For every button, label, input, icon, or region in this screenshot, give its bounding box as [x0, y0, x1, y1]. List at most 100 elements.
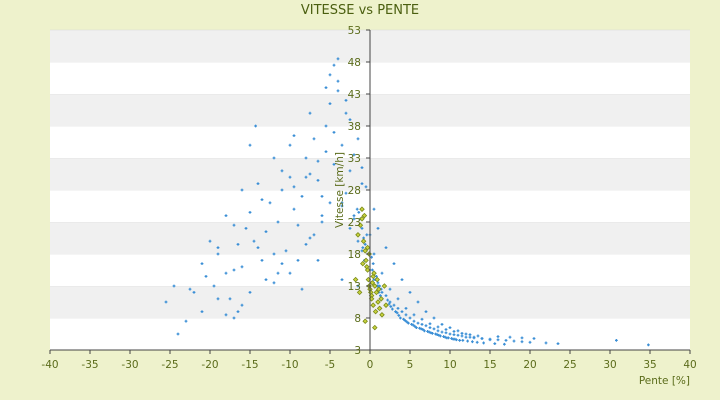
data-point	[444, 328, 448, 331]
data-point	[236, 310, 240, 313]
data-point	[450, 337, 453, 340]
x-tick-label: 20	[523, 359, 536, 371]
data-point	[392, 262, 396, 265]
x-tick-label: -40	[41, 359, 58, 371]
data-point	[416, 300, 420, 304]
data-point	[396, 297, 400, 301]
data-point	[328, 73, 332, 77]
data-point	[248, 143, 252, 147]
data-point	[496, 335, 500, 338]
data-point	[357, 222, 364, 228]
data-point	[532, 337, 536, 340]
data-point	[452, 333, 456, 337]
data-point	[260, 198, 264, 201]
data-point	[264, 230, 268, 233]
y-tick-label: 48	[348, 57, 361, 69]
data-point	[344, 99, 348, 102]
data-point	[340, 278, 344, 281]
data-point	[437, 333, 441, 337]
data-point	[280, 188, 284, 192]
data-point	[471, 340, 474, 344]
data-point	[372, 308, 379, 315]
data-point	[378, 296, 384, 302]
data-point	[272, 252, 276, 256]
data-point	[260, 259, 264, 262]
data-point	[520, 340, 524, 344]
data-point	[431, 331, 434, 335]
x-axis-label: Pente [%]	[639, 375, 690, 387]
data-point	[363, 257, 369, 264]
x-tick-label: 5	[407, 359, 414, 371]
data-point	[435, 333, 439, 337]
data-point	[387, 302, 391, 306]
data-point	[372, 283, 378, 289]
data-point	[384, 294, 388, 297]
data-point	[416, 321, 420, 325]
y-tick-label: 38	[348, 121, 361, 133]
data-point	[460, 334, 464, 338]
data-point	[376, 227, 380, 230]
data-point	[472, 335, 476, 339]
data-point	[360, 227, 364, 230]
data-point	[427, 330, 431, 334]
data-point	[488, 338, 492, 342]
data-point	[556, 342, 560, 345]
data-point	[378, 284, 381, 288]
data-point	[442, 335, 445, 338]
data-point	[482, 341, 485, 345]
data-point	[493, 342, 497, 345]
data-point	[362, 318, 368, 324]
data-point	[348, 118, 352, 121]
x-tick-label: -5	[325, 359, 335, 371]
data-point	[371, 270, 377, 276]
data-point	[434, 332, 437, 336]
data-point	[464, 335, 468, 339]
x-tick-label: 40	[683, 359, 696, 371]
data-point	[256, 246, 260, 249]
data-point	[432, 327, 436, 331]
data-point	[374, 276, 380, 283]
data-point	[512, 339, 516, 343]
data-point	[383, 302, 389, 308]
data-point	[402, 317, 405, 321]
data-point	[391, 307, 394, 311]
data-point	[276, 271, 280, 275]
data-point	[352, 153, 356, 157]
data-point	[328, 102, 332, 105]
data-point	[361, 246, 365, 249]
data-point	[386, 298, 389, 302]
data-point	[424, 310, 428, 313]
data-point	[355, 207, 359, 211]
data-point	[256, 182, 260, 185]
data-point	[379, 312, 385, 318]
data-point	[408, 291, 412, 294]
data-point	[352, 217, 356, 221]
data-point	[380, 271, 384, 275]
data-point	[496, 338, 500, 342]
data-point	[405, 320, 409, 324]
data-point	[443, 335, 447, 339]
data-point	[504, 339, 508, 342]
y-tick-label: 53	[348, 25, 361, 37]
data-point	[292, 185, 296, 189]
data-point	[344, 191, 348, 195]
data-point	[460, 331, 464, 335]
y-tick-label: 43	[348, 89, 361, 101]
data-point	[240, 303, 244, 307]
x-tick-label: -25	[161, 359, 178, 371]
data-point	[276, 220, 280, 224]
data-point	[288, 143, 292, 147]
data-point	[461, 339, 465, 342]
data-point	[448, 332, 452, 336]
data-point	[404, 313, 408, 317]
x-tick-label: 10	[443, 359, 456, 371]
data-point	[466, 339, 469, 343]
data-point	[348, 169, 352, 173]
data-point	[300, 287, 304, 291]
data-point	[268, 201, 272, 205]
data-point	[412, 313, 416, 317]
data-point	[280, 169, 284, 173]
data-points	[164, 57, 650, 347]
data-point	[439, 334, 442, 338]
